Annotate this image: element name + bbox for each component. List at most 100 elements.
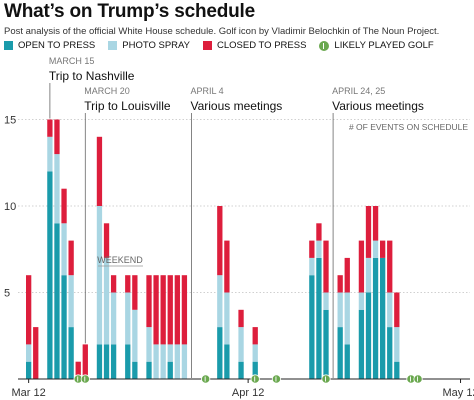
bar-segment <box>61 223 67 276</box>
golf-marker <box>201 374 211 384</box>
bar-segment <box>372 206 379 241</box>
legend-item-closed: CLOSED TO PRESS <box>203 40 306 51</box>
bar-segment <box>132 275 138 310</box>
bar-segment <box>217 206 223 276</box>
bar-segment <box>394 292 400 328</box>
golf-marker <box>413 374 423 384</box>
bar-segment <box>238 309 244 328</box>
golf-marker <box>80 374 90 384</box>
bar-segment <box>394 327 400 362</box>
bar-segment <box>238 361 244 379</box>
x-tick-label: Apr 12 <box>232 387 264 399</box>
bar-segment <box>26 344 32 362</box>
y-tick-label: 5 <box>4 288 10 300</box>
bar-segment <box>344 344 350 379</box>
bar-segment <box>125 344 131 379</box>
bar-segment <box>110 344 117 379</box>
bar-segment <box>394 361 400 379</box>
annotation-date: MARCH 20 <box>84 86 130 96</box>
bar-segment <box>75 361 81 379</box>
bar-segment <box>125 275 131 293</box>
bar-segment <box>380 257 386 379</box>
bar-segment <box>217 275 223 328</box>
bar-segment <box>61 188 67 224</box>
annotation-date: APRIL 4 <box>190 86 223 96</box>
bar-segment <box>47 119 53 137</box>
bar-segment <box>96 206 103 345</box>
bar-segment <box>337 327 343 379</box>
bar-segment <box>103 257 110 345</box>
bar-segment <box>103 223 110 258</box>
bar-segment <box>344 257 350 293</box>
bar-segment <box>146 361 152 379</box>
annotation-text: Trip to Louisville <box>84 99 171 113</box>
bar-segment <box>132 309 138 362</box>
bar-segment <box>217 327 223 379</box>
bar-segment <box>238 327 244 362</box>
bar-segment <box>146 327 152 362</box>
legend-label-golf: LIKELY PLAYED GOLF <box>334 40 434 51</box>
bar-segment <box>224 240 230 293</box>
bar-segment <box>323 240 329 293</box>
bar-segment <box>387 240 393 293</box>
annotation-text: Various meetings <box>332 99 424 113</box>
bar-segment <box>68 327 74 379</box>
y-tick-label: 10 <box>4 201 16 213</box>
bar-segment <box>167 344 173 362</box>
bar-segment <box>103 344 110 379</box>
bar-segment <box>110 292 117 345</box>
bar-segment <box>181 275 188 345</box>
bar-segment <box>344 292 350 345</box>
bar-segment <box>337 275 343 293</box>
bar-segment <box>358 292 365 310</box>
bar-segment <box>365 257 372 293</box>
bar-segment <box>125 292 131 345</box>
golf-marker <box>250 374 260 384</box>
bar-segment <box>54 119 60 155</box>
bar-segment <box>309 240 315 258</box>
bar-segment <box>365 292 372 379</box>
bar-segment <box>387 327 393 379</box>
bar-segment <box>174 275 180 345</box>
annotation-text: Various meetings <box>190 99 282 113</box>
bar-segment <box>316 257 322 379</box>
bar-segment <box>174 344 180 379</box>
bar-segment <box>26 361 32 379</box>
chart-title: What’s on Trump’s schedule <box>4 1 255 22</box>
bar-segment <box>167 275 173 345</box>
chart-subtitle: Post analysis of the official White Hous… <box>4 26 440 37</box>
bar-segment <box>153 344 159 379</box>
bar-segment <box>26 275 32 345</box>
bar-segment <box>61 275 67 379</box>
legend-item-golf: LIKELY PLAYED GOLF <box>319 40 434 51</box>
bar-segment <box>309 275 315 379</box>
bar-segment <box>96 136 103 206</box>
y-tick-label: 15 <box>4 115 16 127</box>
bar-segment <box>252 327 258 345</box>
legend-label-photo: PHOTO SPRAY <box>122 40 191 51</box>
bar-segment <box>47 171 53 379</box>
bar-segment <box>358 309 365 379</box>
bar-segment <box>387 292 393 328</box>
legend-swatch-open <box>4 41 13 50</box>
bar-segment <box>358 240 365 293</box>
bar-segment <box>309 257 315 276</box>
bar-segment <box>146 275 152 328</box>
legend-swatch-closed <box>203 41 213 50</box>
bar-segment <box>68 275 74 328</box>
weekend-label: WEEKEND <box>97 255 143 265</box>
bar-segment <box>323 309 329 379</box>
legend-swatch-photo <box>108 41 118 50</box>
bar-segment <box>167 361 173 379</box>
legend-label-closed: CLOSED TO PRESS <box>217 40 307 51</box>
golf-marker <box>321 374 331 384</box>
legend: OPEN TO PRESS PHOTO SPRAY CLOSED TO PRES… <box>4 40 447 51</box>
bar-segment <box>153 275 159 345</box>
bar-segment <box>132 361 138 379</box>
bar-segment <box>47 136 53 172</box>
annotation-date: APRIL 24, 25 <box>332 86 385 96</box>
bar-segment <box>337 292 343 328</box>
legend-item-photo: PHOTO SPRAY <box>108 40 190 51</box>
